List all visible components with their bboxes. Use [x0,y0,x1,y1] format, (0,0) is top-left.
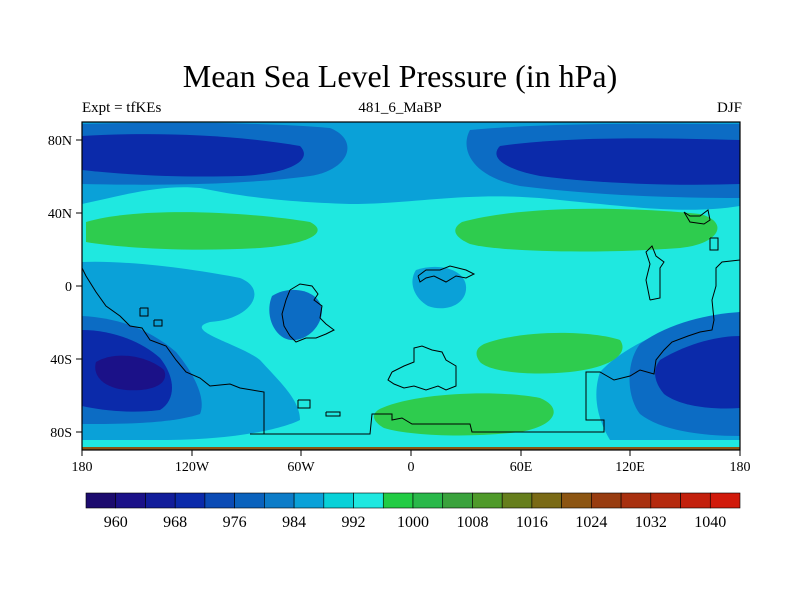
coast-africa [417,265,476,283]
colorbar-label: 976 [223,514,247,531]
pressure-field [82,122,740,450]
lon-label-0: 0 [408,460,415,475]
latitude-axis: 80N 40N 0 40S 80S [48,134,82,441]
lon-label-60e: 60E [510,460,533,475]
coast-antarctic-ice [250,259,740,435]
coast-antarctic [82,267,265,435]
lon-label-120w: 120W [175,460,210,475]
colorbar-label: 1032 [635,514,667,531]
coast-islands-3 [297,399,311,409]
colorbar-label: 1024 [575,514,607,531]
colorbar-swatch [680,492,711,509]
colorbar-label: 1016 [516,514,548,531]
colorbar-label: 992 [342,514,366,531]
colorbar-swatch [561,492,592,509]
coast-east-asia [683,209,711,225]
experiment-label: Expt = tfKEs [82,100,162,116]
coast-islands-5 [709,237,719,251]
lat-label-80n: 80N [48,134,72,149]
field-north-deep-left [82,134,304,177]
lat-label-40n: 40N [48,207,72,222]
field-green-indian [476,332,623,374]
colorbar-swatch [591,492,622,509]
colorbar-swatch [174,492,206,509]
colorbar-swatch [204,492,235,509]
field-green-south-atlantic [374,393,554,436]
colorbar-swatch [442,492,473,509]
colorbar-swatch [293,492,325,509]
field-polar-strip [82,440,740,450]
colorbar-swatch [531,492,562,509]
colorbar-swatch [382,492,414,509]
colorbar-label: 1000 [397,514,429,531]
field-north-deep-right [496,138,740,185]
coast-south-america [281,283,335,343]
coast-southern-africa [387,345,457,391]
colorbar-swatch [501,492,533,509]
lon-label-120e: 120E [615,460,645,475]
colorbar-swatch [115,492,146,509]
coast-islands-2 [153,319,163,327]
lon-label-180e: 180 [730,460,751,475]
map-title: Mean Sea Level Pressure (in hPa) [182,58,618,94]
colorbar-swatch [323,492,354,509]
colorbar-label: 1040 [694,514,726,531]
field-south-right-deep [655,336,740,409]
experiment-id: 481_6_MaBP [358,100,442,116]
field-polar-edge [82,447,740,450]
colorbar-swatch [145,492,176,509]
field-tropics-america [269,289,322,341]
lon-label-180w: 180 [72,460,93,475]
colorbar-label: 1008 [456,514,488,531]
colorbar-swatch [353,492,384,509]
coast-islands-4 [325,411,341,417]
colorbar-swatch [472,492,503,509]
colorbar-swatch [620,492,652,509]
lon-label-60w: 60W [287,460,315,475]
lat-label-0: 0 [65,280,72,295]
colorbar-swatch [650,492,681,509]
colorbar-swatch [85,492,117,509]
colorbar-swatch [412,492,444,509]
field-green-pacific [455,208,718,252]
colorbar-swatch [709,492,741,509]
lat-label-80s: 80S [50,426,72,441]
field-green-atlantic [86,212,318,250]
season-label: DJF [716,100,742,116]
colorbar: 960 968 976 984 992 1000 1008 1016 1024 1032 1040 [85,492,741,531]
colorbar-label: 968 [163,514,187,531]
colorbar-swatch [234,492,265,509]
longitude-axis: 180 120W 60W 0 60E 120E 180 [72,450,751,475]
coast-north-pacific [645,245,665,301]
colorbar-label: 984 [282,514,306,531]
colorbar-label: 960 [104,514,128,531]
field-tropics-africa [412,266,467,309]
colorbar-swatch [264,492,295,509]
lat-label-40s: 40S [50,353,72,368]
coast-islands-1 [139,307,149,317]
coastlines [82,209,740,435]
field-south-left-core [95,355,166,391]
